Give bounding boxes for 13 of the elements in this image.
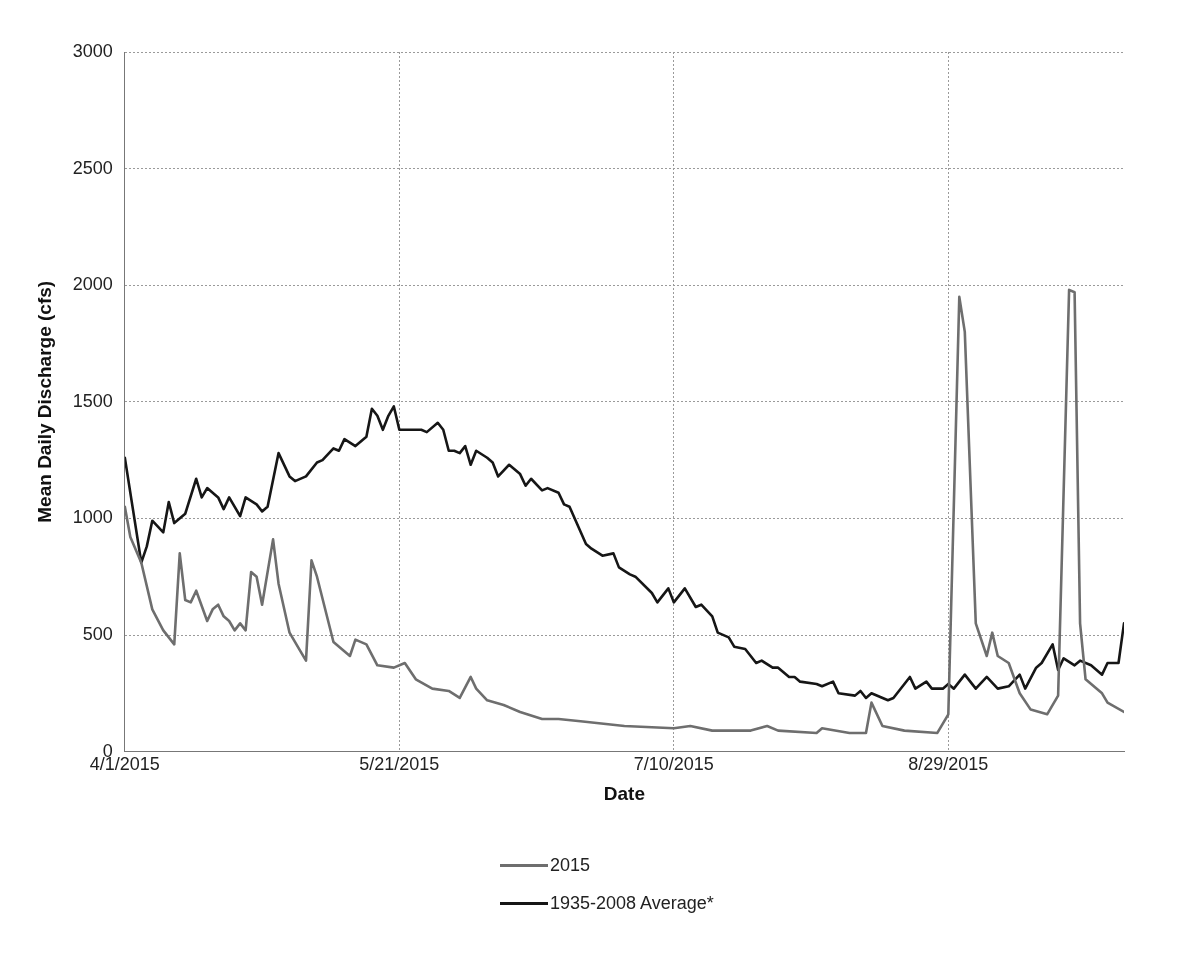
legend-label: 2015 xyxy=(550,854,591,876)
legend-label: 1935-2008 Average* xyxy=(550,892,714,914)
y-tick-label: 1000 xyxy=(72,507,113,528)
y-tick-label: 2000 xyxy=(72,274,113,295)
y-tick-label: 3000 xyxy=(72,40,113,61)
y-tick-label: 500 xyxy=(82,623,113,644)
x-axis-title: Date xyxy=(603,782,646,804)
y-tick-label: 2500 xyxy=(72,157,113,178)
x-tick-label: 7/10/2015 xyxy=(633,754,714,775)
y-tick-label: 1500 xyxy=(72,390,113,411)
y-axis-title: Mean Daily Discharge (cfs) xyxy=(33,280,55,523)
x-tick-label: 8/29/2015 xyxy=(908,754,989,775)
x-tick-label: 5/21/2015 xyxy=(359,754,440,775)
